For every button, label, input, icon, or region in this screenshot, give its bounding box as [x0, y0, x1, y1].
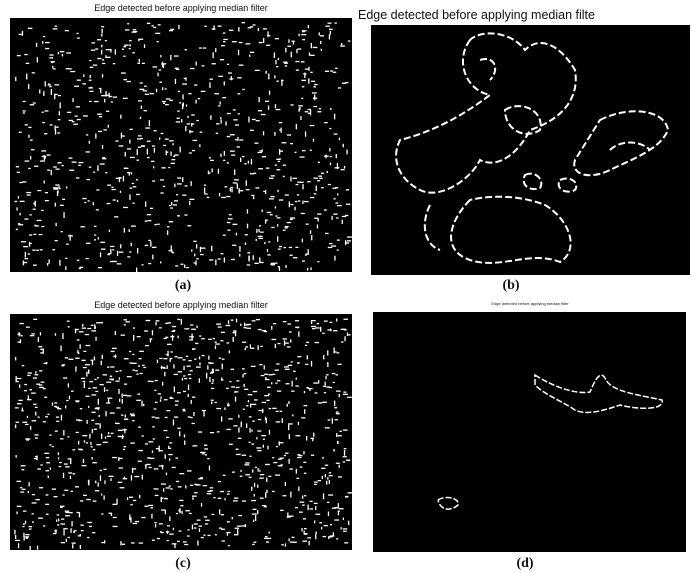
edge-speckles: [14, 318, 353, 552]
panel-caption: (c): [175, 556, 191, 571]
edge-image: [371, 25, 690, 275]
panel-caption: (b): [502, 278, 519, 293]
panel-title: Edge detected before applying median fil…: [94, 3, 268, 13]
panel-caption: (d): [516, 556, 533, 571]
panel-title: Edge detected before applying median fil…: [491, 301, 569, 306]
edge-contours: [395, 32, 670, 264]
edge-contours: [437, 373, 663, 510]
edge-speckles: [14, 22, 352, 273]
panel-caption: (a): [175, 278, 192, 293]
edge-image: [10, 18, 352, 272]
edge-image: [373, 312, 686, 552]
panel-title: Edge detected before applying median fil…: [358, 8, 595, 22]
panel-title: Edge detected before applying median fil…: [94, 300, 268, 310]
